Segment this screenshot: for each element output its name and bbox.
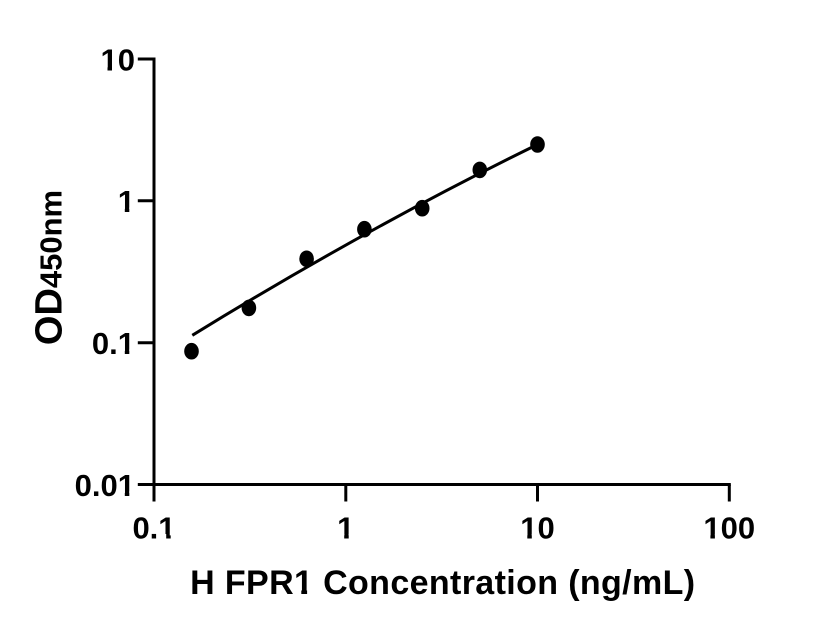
svg-text:0.1: 0.1 <box>92 326 135 361</box>
svg-text:10: 10 <box>101 42 135 77</box>
svg-text:H FPR1 Concentration (ng/mL): H FPR1 Concentration (ng/mL) <box>190 564 695 602</box>
svg-text:1: 1 <box>337 511 354 546</box>
svg-text:100: 100 <box>703 511 755 546</box>
svg-text:0.1: 0.1 <box>132 511 175 546</box>
svg-text:1: 1 <box>118 184 135 219</box>
svg-text:OD450nm: OD450nm <box>29 190 71 345</box>
svg-text:0.01: 0.01 <box>75 468 135 503</box>
svg-text:10: 10 <box>520 511 554 546</box>
